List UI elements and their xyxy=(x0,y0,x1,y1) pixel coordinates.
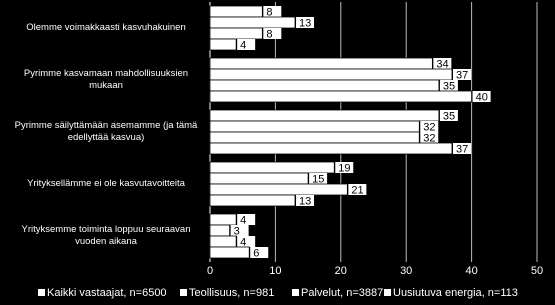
data-label: 4 xyxy=(240,39,246,51)
label-bg xyxy=(263,28,282,39)
label-bg xyxy=(452,69,471,80)
category-label: Yrityksemme toiminta loppuu seuraavan vu… xyxy=(21,224,191,247)
bar xyxy=(209,27,263,40)
category-label: Pyrimme kasvamaan mahdollisuuksien mukaa… xyxy=(23,68,189,91)
legend-label: Teollisuus, n=981 xyxy=(189,287,274,299)
legend-label: Uusiutuva energia, n=113 xyxy=(393,287,518,299)
x-tick-label: 20 xyxy=(335,265,347,277)
bar xyxy=(209,194,296,207)
data-label: 37 xyxy=(456,143,468,155)
data-label: 8 xyxy=(266,6,272,18)
label-bg xyxy=(309,173,328,184)
data-label: 13 xyxy=(299,17,311,29)
bar xyxy=(209,5,263,18)
legend-label: Palvelut, n=3887 xyxy=(301,287,383,299)
label-bg xyxy=(250,247,269,258)
data-label: 32 xyxy=(423,121,435,133)
label-bg xyxy=(472,91,491,102)
data-label: 3 xyxy=(234,225,240,237)
label-bg xyxy=(237,39,256,50)
category-label: Pyrimme säilyttämään asemamme (ja tämä e… xyxy=(14,120,198,143)
legend-swatch xyxy=(38,289,45,296)
data-label: 21 xyxy=(351,184,363,196)
label-bg xyxy=(439,80,458,91)
label-bg xyxy=(263,6,282,17)
label-bg xyxy=(237,236,256,247)
bar xyxy=(209,90,473,103)
bar xyxy=(209,68,453,81)
x-tick-label: 30 xyxy=(400,265,412,277)
label-bg xyxy=(230,225,249,236)
data-label: 6 xyxy=(253,247,259,259)
data-label: 37 xyxy=(456,69,468,81)
data-label: 8 xyxy=(266,28,272,40)
label-bg xyxy=(452,143,471,154)
bar xyxy=(209,172,309,185)
legend-swatch xyxy=(292,289,299,296)
legend-swatch xyxy=(384,289,391,296)
bar xyxy=(209,224,231,237)
label-bg xyxy=(335,162,354,173)
x-tick-label: 40 xyxy=(465,265,477,277)
x-tick-label: 10 xyxy=(269,265,281,277)
bar xyxy=(209,131,420,144)
data-label: 40 xyxy=(476,91,488,103)
x-tick-label: 0 xyxy=(207,265,213,277)
bar xyxy=(209,79,440,92)
bar xyxy=(209,161,335,174)
label-bg xyxy=(420,121,439,132)
category-label: Olemme voimakkaasti kasvuhakuinen xyxy=(26,22,186,33)
data-label: 4 xyxy=(240,214,246,226)
category-label: Yrityksellämme ei ole kasvutavoitteita xyxy=(27,178,185,189)
bar xyxy=(209,120,420,133)
data-label: 13 xyxy=(299,195,311,207)
label-bg xyxy=(348,184,367,195)
data-label: 19 xyxy=(338,162,350,174)
bar xyxy=(209,109,440,122)
bar xyxy=(209,246,250,259)
bar xyxy=(209,235,237,248)
data-label: 35 xyxy=(443,80,455,92)
bar xyxy=(209,183,348,196)
bar xyxy=(209,16,296,29)
bar xyxy=(209,213,237,226)
bar xyxy=(209,142,453,155)
data-label: 34 xyxy=(436,58,448,70)
label-bg xyxy=(439,110,458,121)
data-label: 35 xyxy=(443,110,455,122)
x-tick-label: 50 xyxy=(531,265,543,277)
legend-label: Kaikki vastaajat, n=6500 xyxy=(47,287,167,299)
data-label: 32 xyxy=(423,132,435,144)
label-bg xyxy=(433,58,452,69)
label-bg xyxy=(296,195,315,206)
bar xyxy=(209,38,237,51)
label-bg xyxy=(420,132,439,143)
data-label: 15 xyxy=(312,173,324,185)
label-bg xyxy=(237,214,256,225)
legend-swatch xyxy=(180,289,187,296)
label-bg xyxy=(296,17,315,28)
bar xyxy=(209,57,433,70)
data-label: 4 xyxy=(240,236,246,248)
